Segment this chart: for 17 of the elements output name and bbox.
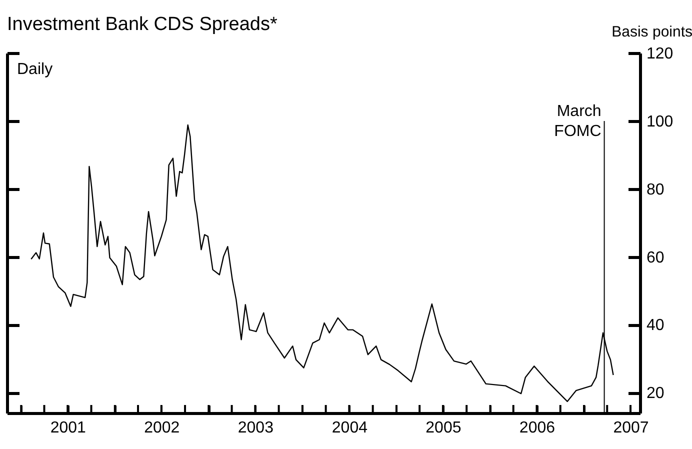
y-tick-label: 100 (646, 113, 674, 130)
y-tick-label: 60 (646, 249, 664, 266)
x-tick-label: 2007 (613, 420, 649, 436)
y-tick-label: 40 (646, 317, 664, 334)
y-tick-label: 20 (646, 385, 664, 402)
chart-title: Investment Bank CDS Spreads* (7, 14, 278, 35)
x-tick-label: 2002 (144, 420, 180, 436)
ref-line-label: March FOMC (554, 103, 602, 140)
x-tick-label: 2006 (519, 420, 556, 436)
y-tick-label: 120 (646, 46, 674, 62)
annotation: Daily (17, 61, 53, 78)
y-tick-label: 80 (646, 181, 664, 198)
x-tick-label: 2003 (238, 420, 274, 436)
y-axis-title: Basis points (612, 24, 692, 40)
x-tick-label: 2001 (50, 420, 86, 436)
x-tick-label: 2004 (332, 420, 368, 436)
x-tick-label: 2005 (426, 420, 462, 436)
